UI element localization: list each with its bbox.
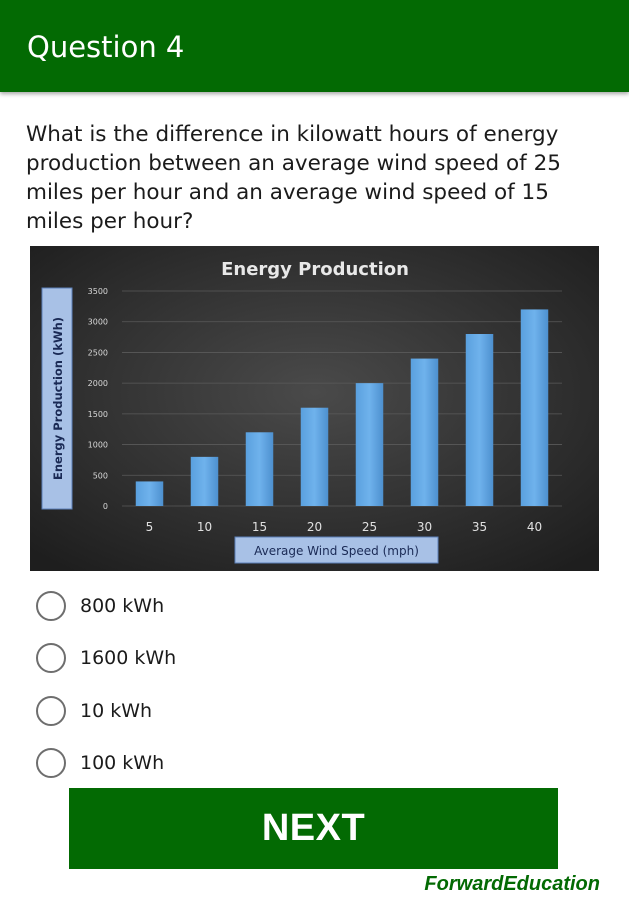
option-label: 100 kWh	[80, 752, 165, 774]
x-tick-label: 20	[307, 520, 322, 534]
y-tick-label: 2500	[88, 348, 108, 357]
bar-30-mph	[410, 358, 439, 506]
y-tick-label: 3000	[88, 318, 108, 327]
next-button[interactable]: NEXT	[69, 788, 558, 869]
x-axis-label-box	[234, 536, 439, 564]
x-tick-label: 10	[197, 520, 212, 534]
energy-production-chart: Energy Production 0 500 1000 1500 2000 2500 30…	[30, 246, 599, 571]
x-tick-label: 40	[527, 520, 542, 534]
option-1600-kwh[interactable]: 1600 kWh	[36, 640, 336, 676]
y-tick-label: 0	[103, 502, 108, 511]
x-tick-label: 5	[146, 520, 154, 534]
option-label: 800 kWh	[80, 595, 165, 617]
option-10-kwh[interactable]: 10 kWh	[36, 693, 336, 729]
y-tick-label: 1000	[88, 441, 108, 450]
brand-logo-text: ForwardEducation	[424, 873, 600, 895]
x-tick-label: 15	[252, 520, 267, 534]
radio-button[interactable]	[36, 748, 66, 778]
bar-25-mph	[355, 383, 384, 506]
y-tick-label: 500	[93, 471, 108, 480]
x-axis-label: Average Wind Speed (mph)	[254, 544, 419, 558]
bar-10-mph	[190, 456, 219, 506]
bar-35-mph	[465, 334, 494, 506]
radio-button[interactable]	[36, 591, 66, 621]
y-tick-label: 3500	[88, 287, 108, 296]
y-tick-label: 1500	[88, 410, 108, 419]
app-bar: Question 4	[0, 0, 629, 92]
bar-5-mph	[135, 481, 164, 506]
page-title: Question 4	[27, 30, 185, 64]
y-tick-label: 2000	[88, 379, 108, 388]
option-800-kwh[interactable]: 800 kWh	[36, 588, 336, 624]
question-text: What is the difference in kilowatt hours…	[26, 122, 561, 234]
y-axis-label: Energy Production (kWh)	[51, 317, 65, 480]
bar-15-mph	[245, 432, 274, 506]
bar-40-mph	[520, 309, 549, 506]
y-axis-label-box	[41, 287, 73, 510]
chart-title: Energy Production	[221, 259, 409, 280]
radio-button[interactable]	[36, 696, 66, 726]
option-label: 10 kWh	[80, 700, 153, 722]
x-tick-label: 25	[362, 520, 377, 534]
option-label: 1600 kWh	[80, 647, 177, 669]
radio-button[interactable]	[36, 643, 66, 673]
x-tick-label: 30	[417, 520, 432, 534]
bar-20-mph	[300, 407, 329, 506]
x-tick-label: 35	[472, 520, 487, 534]
option-100-kwh[interactable]: 100 kWh	[36, 745, 336, 781]
